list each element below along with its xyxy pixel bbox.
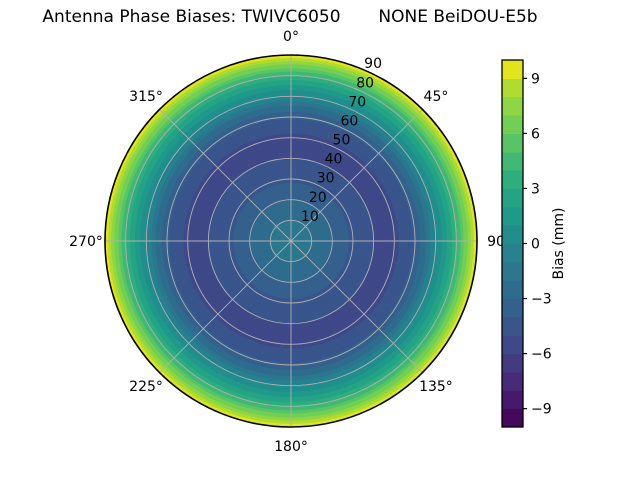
grid-spoke — [290, 109, 423, 242]
polar-spine — [104, 54, 478, 428]
colorbar-band — [502, 243, 523, 263]
colorbar-band — [502, 133, 523, 153]
colorbar-band — [502, 115, 523, 134]
colorbar-tick-label: −6 — [531, 347, 552, 363]
colorbar-tick-label: 0 — [531, 237, 540, 253]
radial-tick-label-30: 30 — [317, 171, 335, 187]
colorbar-tick-label: −9 — [531, 402, 552, 418]
angle-label-45deg: 45° — [424, 89, 449, 105]
radial-tick-label-10: 10 — [301, 209, 319, 225]
angle-label-315deg: 315° — [129, 89, 163, 105]
colorbar: 9 6 3 0 −3 −6 −9 Bias (mm) — [501, 59, 567, 428]
colorbar-band — [502, 225, 523, 244]
chart-title: Antenna Phase Biases: TWIVC6050 NONE Bei… — [42, 7, 538, 27]
colorbar-axis-label: Bias (mm) — [551, 207, 567, 279]
angle-label-225deg: 225° — [129, 379, 163, 395]
colorbar-band — [502, 408, 523, 428]
colorbar-band — [502, 170, 523, 189]
colorbar-band — [502, 280, 523, 300]
colorbar-band — [502, 390, 523, 410]
radial-tick-label-20: 20 — [309, 190, 327, 206]
colorbar-band — [502, 60, 523, 79]
angle-label-90deg: 90 — [487, 234, 505, 250]
radial-tick-label-50: 50 — [333, 133, 351, 149]
grid-spoke — [290, 240, 423, 373]
polar-grid — [105, 55, 477, 427]
colorbar-band — [502, 206, 523, 226]
angle-label-0deg: 0° — [283, 29, 299, 45]
angle-label-270deg: 270° — [69, 234, 103, 250]
radial-tick-label-90: 90 — [364, 56, 382, 72]
colorbar-band — [502, 353, 523, 373]
colorbar-band — [502, 261, 523, 281]
colorbar-band — [502, 96, 523, 116]
radial-tick-labels: 10 20 30 40 50 60 70 80 90 — [301, 56, 382, 225]
colorbar-band — [502, 316, 523, 336]
radial-tick-label-80: 80 — [356, 75, 374, 91]
colorbar-band — [502, 151, 523, 171]
radial-tick-label-40: 40 — [325, 152, 343, 168]
colorbar-band — [502, 188, 523, 208]
angle-tick-labels: 0° 45° 90 135° 180° 225° 270° 315° — [69, 29, 505, 455]
angle-label-180deg: 180° — [274, 439, 308, 455]
colorbar-tick-label: −3 — [531, 292, 552, 308]
colorbar-tick-label: 9 — [531, 71, 540, 87]
radial-tick-label-70: 70 — [348, 94, 366, 110]
grid-spoke — [159, 240, 292, 373]
colorbar-band — [502, 298, 523, 318]
colorbar-band — [502, 371, 523, 391]
colorbar-band — [502, 335, 523, 355]
colorbar-tick-label: 3 — [531, 181, 540, 197]
angle-label-135deg: 135° — [419, 379, 453, 395]
grid-spoke — [159, 109, 292, 242]
colorbar-tick-label: 6 — [531, 126, 540, 142]
colorbar-band — [502, 78, 523, 98]
radial-tick-label-60: 60 — [340, 113, 358, 129]
